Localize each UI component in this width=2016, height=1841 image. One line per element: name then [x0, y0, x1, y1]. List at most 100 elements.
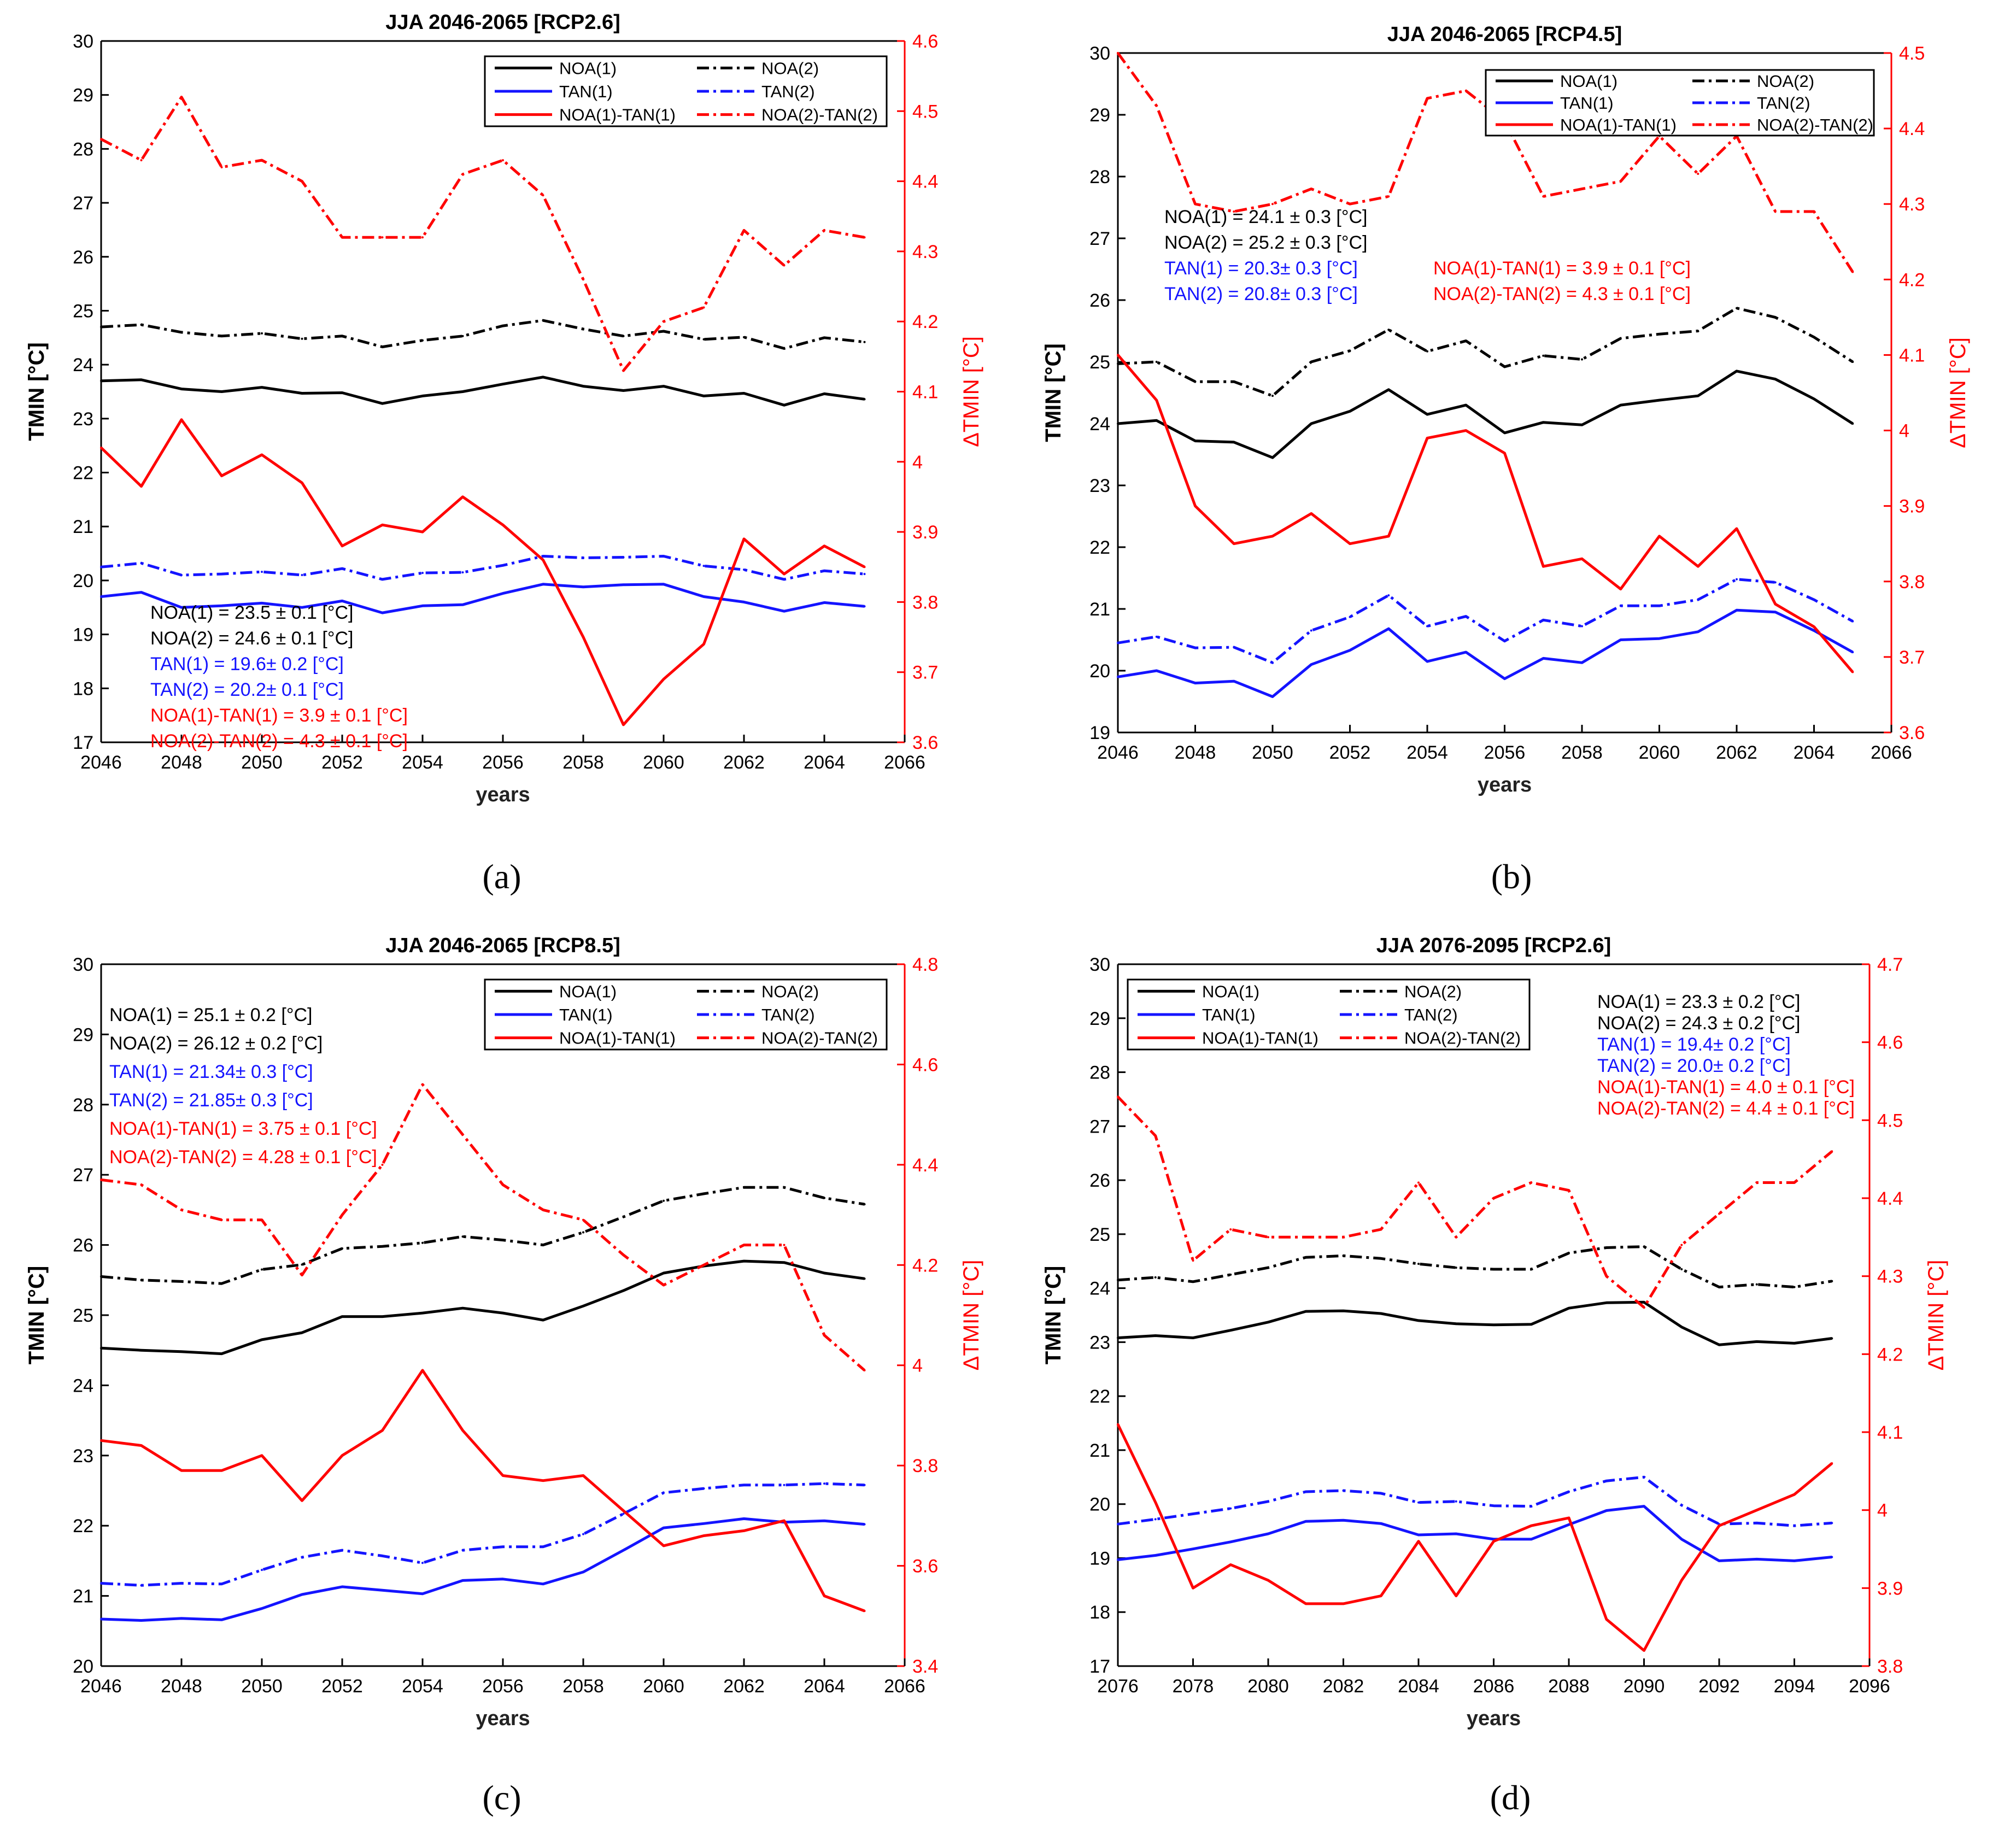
data-point-tan2 — [421, 572, 424, 574]
data-point-noa1-tan1 — [582, 1474, 584, 1477]
data-point-noa2 — [702, 338, 705, 341]
legend-label: NOA(1) — [1202, 982, 1259, 1001]
data-point-noa1-tan1 — [1192, 1587, 1194, 1590]
data-point-noa2 — [1233, 380, 1235, 383]
y2-tick-label: 3.7 — [912, 662, 938, 683]
data-point-tan2 — [1542, 619, 1545, 622]
data-point-noa2 — [1680, 1268, 1683, 1271]
data-point-noa1 — [1793, 1342, 1796, 1345]
data-point-noa2-tan2 — [502, 159, 504, 162]
data-point-noa1 — [1736, 370, 1738, 372]
data-point-noa1 — [1643, 1301, 1645, 1304]
data-point-noa1 — [1380, 1312, 1382, 1315]
data-point-tan1 — [261, 1607, 263, 1610]
data-point-tan1 — [461, 603, 464, 606]
data-point-noa2 — [1154, 1276, 1157, 1279]
data-point-noa1-tan1 — [1581, 558, 1583, 560]
legend-label: NOA(2) — [761, 982, 819, 1001]
data-point-tan2 — [180, 1582, 183, 1585]
series-line-noa2 — [101, 1186, 865, 1285]
data-point-noa1 — [1697, 395, 1699, 397]
data-point-tan1 — [743, 1517, 745, 1520]
data-point-noa2 — [1342, 1254, 1345, 1257]
data-point-tan1 — [1117, 1558, 1119, 1561]
x-tick-label: 2062 — [723, 752, 765, 773]
stats-annotation: TAN(2) = 20.0± 0.2 [°C] — [1597, 1056, 1791, 1076]
data-point-noa1-tan1 — [1605, 1618, 1608, 1621]
stats-annotation: NOA(2) = 26.12 ± 0.2 [°C] — [109, 1033, 323, 1054]
y2-tick-label: 4.5 — [912, 101, 938, 122]
data-point-noa1 — [301, 1332, 303, 1334]
data-point-noa1-tan1 — [663, 678, 665, 681]
data-point-noa1-tan1 — [261, 1454, 263, 1457]
x-tick-label: 2060 — [643, 1676, 684, 1697]
data-point-noa2 — [582, 1231, 584, 1234]
y2-tick-label: 3.8 — [1877, 1656, 1903, 1677]
data-point-noa2 — [1503, 366, 1506, 368]
data-point-noa2 — [1619, 337, 1622, 340]
y-tick-label: 22 — [73, 463, 93, 484]
series-line-noa1-tan1 — [101, 1369, 865, 1613]
y-tick-label: 26 — [73, 247, 93, 268]
legend-label: NOA(1)-TAN(1) — [559, 1029, 676, 1048]
x-tick-label: 2056 — [482, 752, 524, 773]
x-tick-label: 2060 — [1639, 742, 1680, 763]
y-tick-label: 30 — [1089, 43, 1110, 64]
data-point-noa1-tan1 — [502, 1474, 504, 1477]
data-point-noa2-tan2 — [663, 1283, 665, 1286]
data-point-tan2 — [1736, 578, 1738, 581]
x-tick-label: 2088 — [1548, 1676, 1590, 1697]
data-point-tan1 — [1643, 1505, 1645, 1508]
data-point-tan2 — [1530, 1505, 1533, 1508]
data-point-noa2 — [1117, 1279, 1119, 1281]
data-point-noa2 — [1697, 330, 1699, 332]
y2-tick-label: 4.4 — [1899, 119, 1925, 139]
data-point-noa2-tan2 — [1831, 1150, 1833, 1153]
y-axis-label: TMIN [°C] — [1041, 343, 1065, 442]
y-tick-label: 25 — [73, 1305, 93, 1326]
y-tick-label: 25 — [1089, 352, 1110, 373]
data-point-noa1-tan1 — [582, 636, 584, 638]
data-point-noa1 — [1310, 423, 1312, 425]
panel-label: (c) — [482, 1778, 521, 1817]
data-point-noa1-tan1 — [1426, 437, 1428, 439]
y2-tick-label: 4.6 — [1877, 1033, 1903, 1053]
data-point-noa1 — [261, 1338, 263, 1341]
data-point-tan2 — [1492, 1504, 1495, 1507]
data-point-noa1-tan1 — [702, 643, 705, 646]
data-point-tan2 — [1697, 599, 1699, 601]
data-point-noa1 — [582, 385, 584, 388]
data-point-tan1 — [1542, 657, 1545, 660]
y-tick-label: 19 — [1089, 723, 1110, 743]
legend-label: TAN(2) — [761, 82, 815, 101]
data-point-noa2-tan2 — [1310, 187, 1312, 190]
data-point-noa1 — [702, 395, 705, 397]
data-point-noa2 — [1542, 354, 1545, 357]
data-point-noa2-tan2 — [140, 159, 143, 162]
legend-label: TAN(1) — [559, 1005, 613, 1024]
data-point-noa1 — [1117, 423, 1119, 425]
data-point-tan2 — [702, 565, 705, 567]
data-point-tan2 — [1349, 615, 1351, 618]
data-point-noa1 — [1267, 1321, 1269, 1323]
data-point-noa2 — [1813, 336, 1815, 338]
data-point-noa1-tan1 — [823, 1594, 825, 1597]
data-point-tan2 — [1117, 1523, 1119, 1526]
series-line-noa2 — [1117, 1245, 1832, 1289]
x-tick-label: 2082 — [1323, 1676, 1364, 1697]
data-point-noa2-tan2 — [461, 173, 464, 175]
data-point-noa1-tan1 — [1464, 429, 1467, 432]
data-point-noa2 — [1718, 1286, 1720, 1288]
y-axis-label: TMIN [°C] — [25, 1266, 49, 1364]
data-point-noa1-tan1 — [1831, 1462, 1833, 1465]
data-point-tan2 — [1229, 1507, 1232, 1510]
data-point-tan2 — [1271, 661, 1274, 664]
data-point-noa2 — [421, 1241, 424, 1244]
data-point-tan1 — [1568, 1523, 1570, 1526]
data-point-noa2 — [1304, 1256, 1307, 1259]
y-tick-label: 29 — [1089, 1009, 1110, 1029]
legend-label: NOA(1) — [559, 982, 617, 1001]
data-point-tan1 — [341, 1585, 343, 1588]
data-point-noa2-tan2 — [341, 1213, 343, 1216]
x-tick-label: 2046 — [80, 1676, 122, 1697]
